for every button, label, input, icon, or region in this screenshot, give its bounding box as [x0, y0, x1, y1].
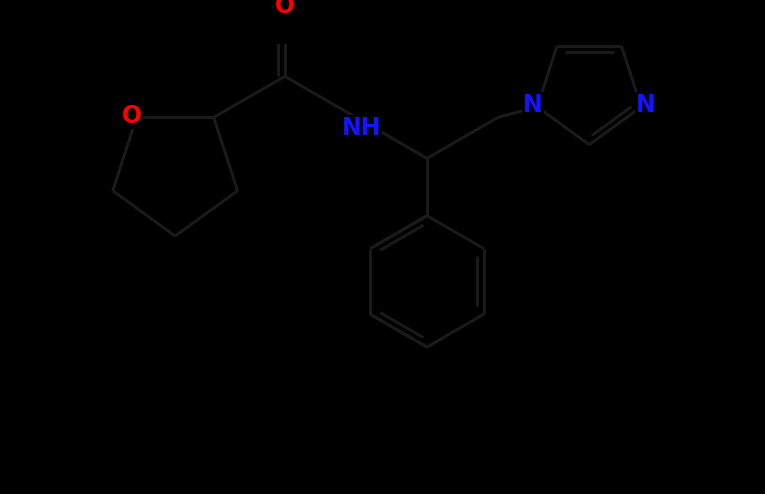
- Text: NH: NH: [342, 116, 381, 140]
- Text: N: N: [636, 93, 656, 117]
- Text: N: N: [522, 93, 542, 117]
- Text: O: O: [122, 104, 142, 127]
- Text: O: O: [275, 0, 295, 18]
